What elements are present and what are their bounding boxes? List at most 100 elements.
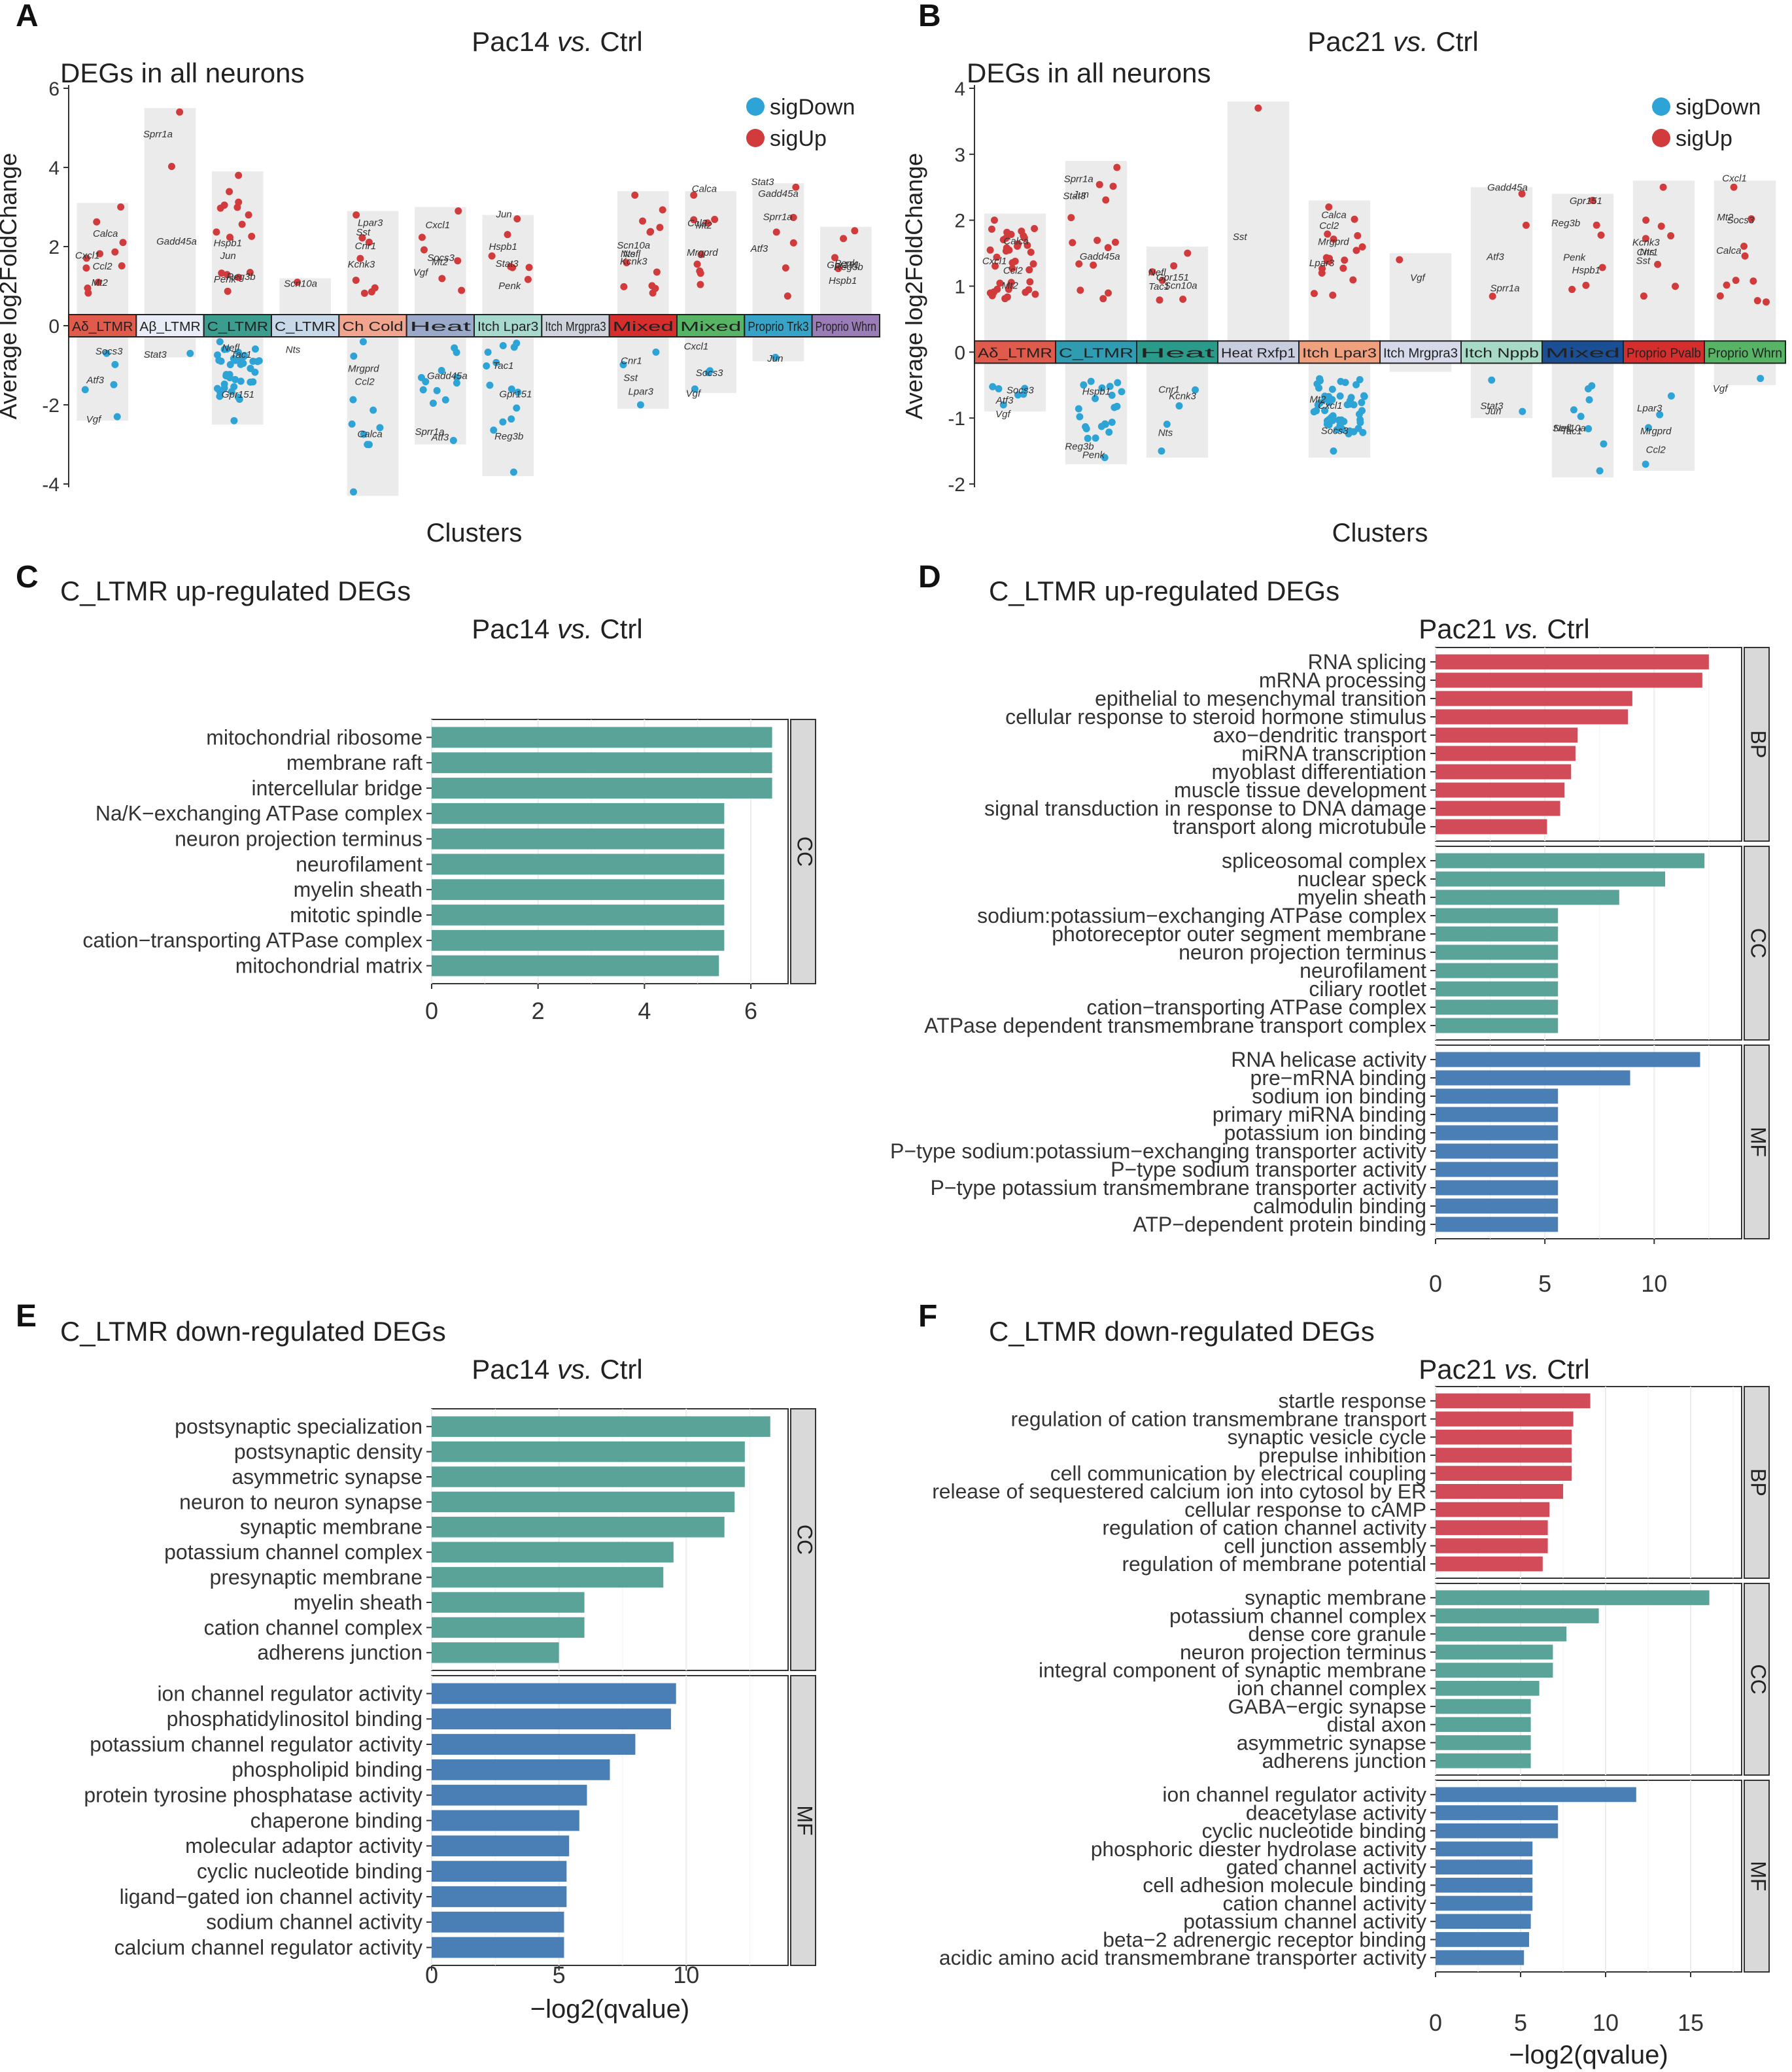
bar [1436, 1823, 1559, 1839]
point-down [1175, 402, 1183, 410]
point-down [619, 361, 627, 369]
point-down [1106, 383, 1114, 390]
gene-label: Ccl2 [355, 376, 375, 387]
bar [1436, 1143, 1559, 1159]
legend-label: sigDown [1676, 95, 1761, 120]
panel-label: C [16, 560, 39, 595]
point-down [1346, 397, 1354, 405]
bar [432, 854, 725, 875]
point-down [230, 383, 238, 390]
y-tick-label: 4 [954, 78, 965, 100]
gene-label: Vgf [686, 389, 702, 400]
point-up [631, 191, 639, 199]
legend-label: sigUp [770, 126, 827, 151]
point-down [1105, 428, 1113, 436]
point-up [1170, 262, 1178, 269]
bar [432, 955, 719, 976]
title-vs: vs. [1504, 613, 1540, 644]
point-up [646, 228, 654, 236]
point-down [239, 359, 247, 367]
point-down [509, 468, 517, 476]
category-label: sodium:potassium−exchanging ATPase compl… [977, 904, 1426, 927]
point-down [1358, 398, 1366, 406]
point-up [1002, 247, 1010, 255]
gene-label: Reg3b [1065, 441, 1094, 453]
bar [1436, 1753, 1531, 1769]
point-down [1336, 392, 1344, 400]
point-up [1358, 243, 1366, 251]
category-label: mitochondrial matrix [235, 954, 422, 977]
bar [432, 727, 772, 748]
point-up [1102, 196, 1110, 204]
point-down [350, 353, 358, 360]
panel-A: A Pac14 vs. Ctrl DEGs in all neurons -4 -2 0 2… [0, 0, 880, 547]
title-prefix: Pac21 [1419, 1354, 1504, 1385]
facet-strip [790, 1408, 816, 1671]
gene-label: Lpar3 [1637, 403, 1663, 414]
point-down [492, 358, 500, 366]
category-label: membrane raft [286, 751, 422, 774]
point-down [1108, 391, 1116, 399]
category-label: ion channel regulator activity [157, 1682, 422, 1705]
point-up [1031, 225, 1039, 233]
point-up [990, 216, 998, 224]
category-label: asymmetric synapse [1237, 1731, 1426, 1754]
point-up [1568, 286, 1576, 294]
gene-label: Gadd45a [156, 236, 197, 247]
point-up [176, 108, 184, 116]
point-up [356, 254, 364, 262]
facet-strip [790, 1675, 816, 1966]
point-down [704, 369, 712, 377]
cluster-tile [744, 314, 813, 337]
facet-label: MF [1747, 1127, 1770, 1157]
point-up [831, 254, 838, 262]
gene-label: Mt2 [432, 257, 449, 268]
x-axis-label: Clusters [1332, 519, 1428, 547]
category-label: neuron projection terminus [1179, 941, 1426, 964]
gene-label: Penk [214, 274, 237, 285]
point-up [1008, 264, 1016, 272]
point-down [1098, 384, 1106, 392]
x-tick-label: 0 [425, 997, 438, 1024]
y-tick-label: 2 [954, 211, 965, 232]
y-tick-label: 3 [954, 145, 965, 166]
gene-label: Mt2 [92, 277, 109, 288]
point-up [368, 288, 375, 296]
point-up [213, 228, 220, 236]
range-bar-up [1551, 194, 1614, 353]
facet-label: MF [1747, 1861, 1770, 1891]
gene-label: Reg3b [1551, 218, 1580, 229]
panel-label: A [16, 0, 39, 33]
cluster-label: Proprio Pvalb [1627, 346, 1701, 360]
gene-label: Sst [623, 372, 638, 383]
point-up [1730, 183, 1738, 191]
bar [1436, 1411, 1574, 1426]
point-down [1082, 423, 1090, 430]
gene-label: Lpar3 [358, 218, 383, 229]
gene-label: Nts [621, 249, 636, 260]
point-up [1024, 241, 1031, 249]
panel-heading: C_LTMR up-regulated DEGs [60, 576, 411, 606]
legend-marker [1652, 97, 1670, 116]
x-tick-label: 5 [1514, 2009, 1527, 2036]
point-up [651, 285, 659, 292]
bar [1436, 926, 1559, 942]
gene-label: Kcnk3 [620, 256, 647, 268]
gene-label: Mt2 [1002, 281, 1019, 292]
category-label: regulation of membrane potential [1122, 1552, 1426, 1576]
bar [1436, 654, 1709, 670]
facet-strip [1744, 1583, 1770, 1776]
gene-label: Nefl [623, 249, 641, 260]
point-up [1025, 266, 1033, 274]
point-up [1762, 298, 1770, 306]
point-up [1723, 281, 1731, 289]
point-down [1570, 406, 1577, 414]
category-label: deacetylase activity [1246, 1801, 1426, 1824]
gene-label: Gpr151 [222, 389, 254, 400]
category-label: protein tyrosine phosphatase activity [84, 1784, 422, 1807]
gene-label: Vgf [1713, 383, 1729, 394]
point-down [636, 401, 644, 409]
gene-label: Calca [1321, 209, 1346, 220]
bar [1436, 1644, 1553, 1660]
title-suffix: Ctrl [593, 613, 643, 644]
